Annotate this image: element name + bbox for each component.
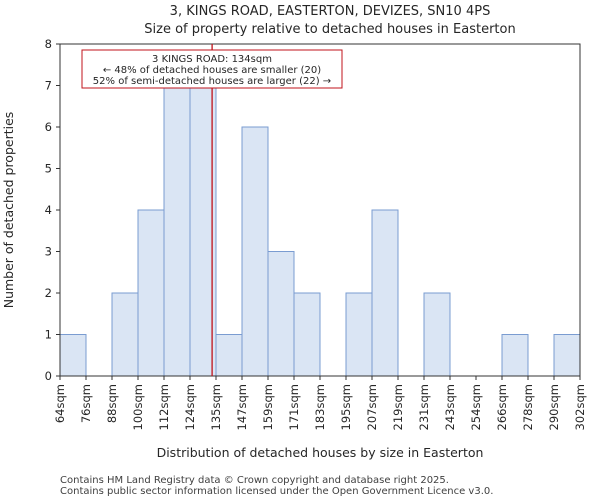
x-tick-label: 231sqm bbox=[417, 384, 431, 430]
y-axis-label: Number of detached properties bbox=[1, 112, 16, 309]
footer-line-1: Contains HM Land Registry data © Crown c… bbox=[60, 475, 449, 486]
bar-207sqm bbox=[371, 209, 399, 377]
bar-290sqm bbox=[553, 334, 581, 377]
y-tick-label: 8 bbox=[45, 37, 52, 51]
x-tick-label: 88sqm bbox=[105, 384, 119, 423]
chart-subtitle: Size of property relative to detached ho… bbox=[144, 22, 515, 37]
bar-266sqm bbox=[501, 334, 529, 377]
x-tick-label: 159sqm bbox=[261, 384, 275, 430]
x-tick-label: 171sqm bbox=[287, 384, 301, 430]
bar-231sqm bbox=[423, 292, 451, 377]
x-tick-label: 112sqm bbox=[157, 384, 171, 430]
bar-112sqm bbox=[163, 85, 191, 377]
x-tick-label: 135sqm bbox=[209, 384, 223, 430]
x-tick-label: 278sqm bbox=[521, 384, 535, 430]
x-tick-label: 76sqm bbox=[79, 384, 93, 423]
chart-title: 3, KINGS ROAD, EASTERTON, DEVIZES, SN10 … bbox=[170, 4, 491, 19]
y-tick-label: 7 bbox=[45, 79, 52, 93]
y-tick-label: 0 bbox=[45, 369, 52, 383]
bar-159sqm bbox=[267, 251, 295, 377]
x-tick-label: 266sqm bbox=[495, 384, 509, 430]
x-tick-label: 124sqm bbox=[183, 384, 197, 430]
x-tick-label: 254sqm bbox=[469, 384, 483, 430]
y-tick-label: 1 bbox=[45, 328, 52, 342]
x-axis-label: Distribution of detached houses by size … bbox=[157, 445, 484, 460]
x-tick-label: 64sqm bbox=[53, 384, 67, 423]
x-tick-label: 243sqm bbox=[443, 384, 457, 430]
y-tick-label: 3 bbox=[45, 245, 52, 259]
bar-135sqm bbox=[215, 334, 243, 377]
footer-line-2: Contains public sector information licen… bbox=[60, 486, 493, 497]
annotation-line-1: 3 KINGS ROAD: 134sqm bbox=[152, 54, 272, 65]
annotation-line-2: ← 48% of detached houses are smaller (20… bbox=[103, 65, 321, 76]
x-tick-label: 219sqm bbox=[391, 384, 405, 430]
annotation-box bbox=[81, 49, 343, 89]
x-ticks-group: 64sqm 76sqm 88sqm 100sqm 112sqm 124sqm 135sqm 1… bbox=[53, 376, 587, 430]
bar-147sqm bbox=[241, 126, 269, 377]
annotation-line-3: 52% of semi-detached houses are larger (… bbox=[93, 76, 331, 87]
y-tick-label: 4 bbox=[45, 203, 52, 217]
x-tick-label: 207sqm bbox=[365, 384, 379, 430]
bar-100sqm bbox=[137, 209, 165, 377]
y-ticks-group: 0 1 2 3 4 5 6 7 8 bbox=[45, 37, 60, 383]
bar-195sqm bbox=[345, 292, 373, 377]
bar-88sqm bbox=[111, 292, 139, 377]
x-tick-label: 183sqm bbox=[313, 384, 327, 430]
y-tick-label: 6 bbox=[45, 120, 52, 134]
bar-171sqm bbox=[293, 292, 321, 377]
y-tick-label: 2 bbox=[45, 286, 52, 300]
x-tick-label: 290sqm bbox=[547, 384, 561, 430]
plot-frame bbox=[59, 43, 581, 377]
x-tick-label: 302sqm bbox=[573, 384, 587, 430]
bar-64sqm bbox=[59, 334, 87, 377]
x-tick-label: 195sqm bbox=[339, 384, 353, 430]
y-tick-label: 5 bbox=[45, 162, 52, 176]
x-tick-label: 100sqm bbox=[131, 384, 145, 430]
x-tick-label: 147sqm bbox=[235, 384, 249, 430]
bars-group bbox=[59, 85, 581, 377]
